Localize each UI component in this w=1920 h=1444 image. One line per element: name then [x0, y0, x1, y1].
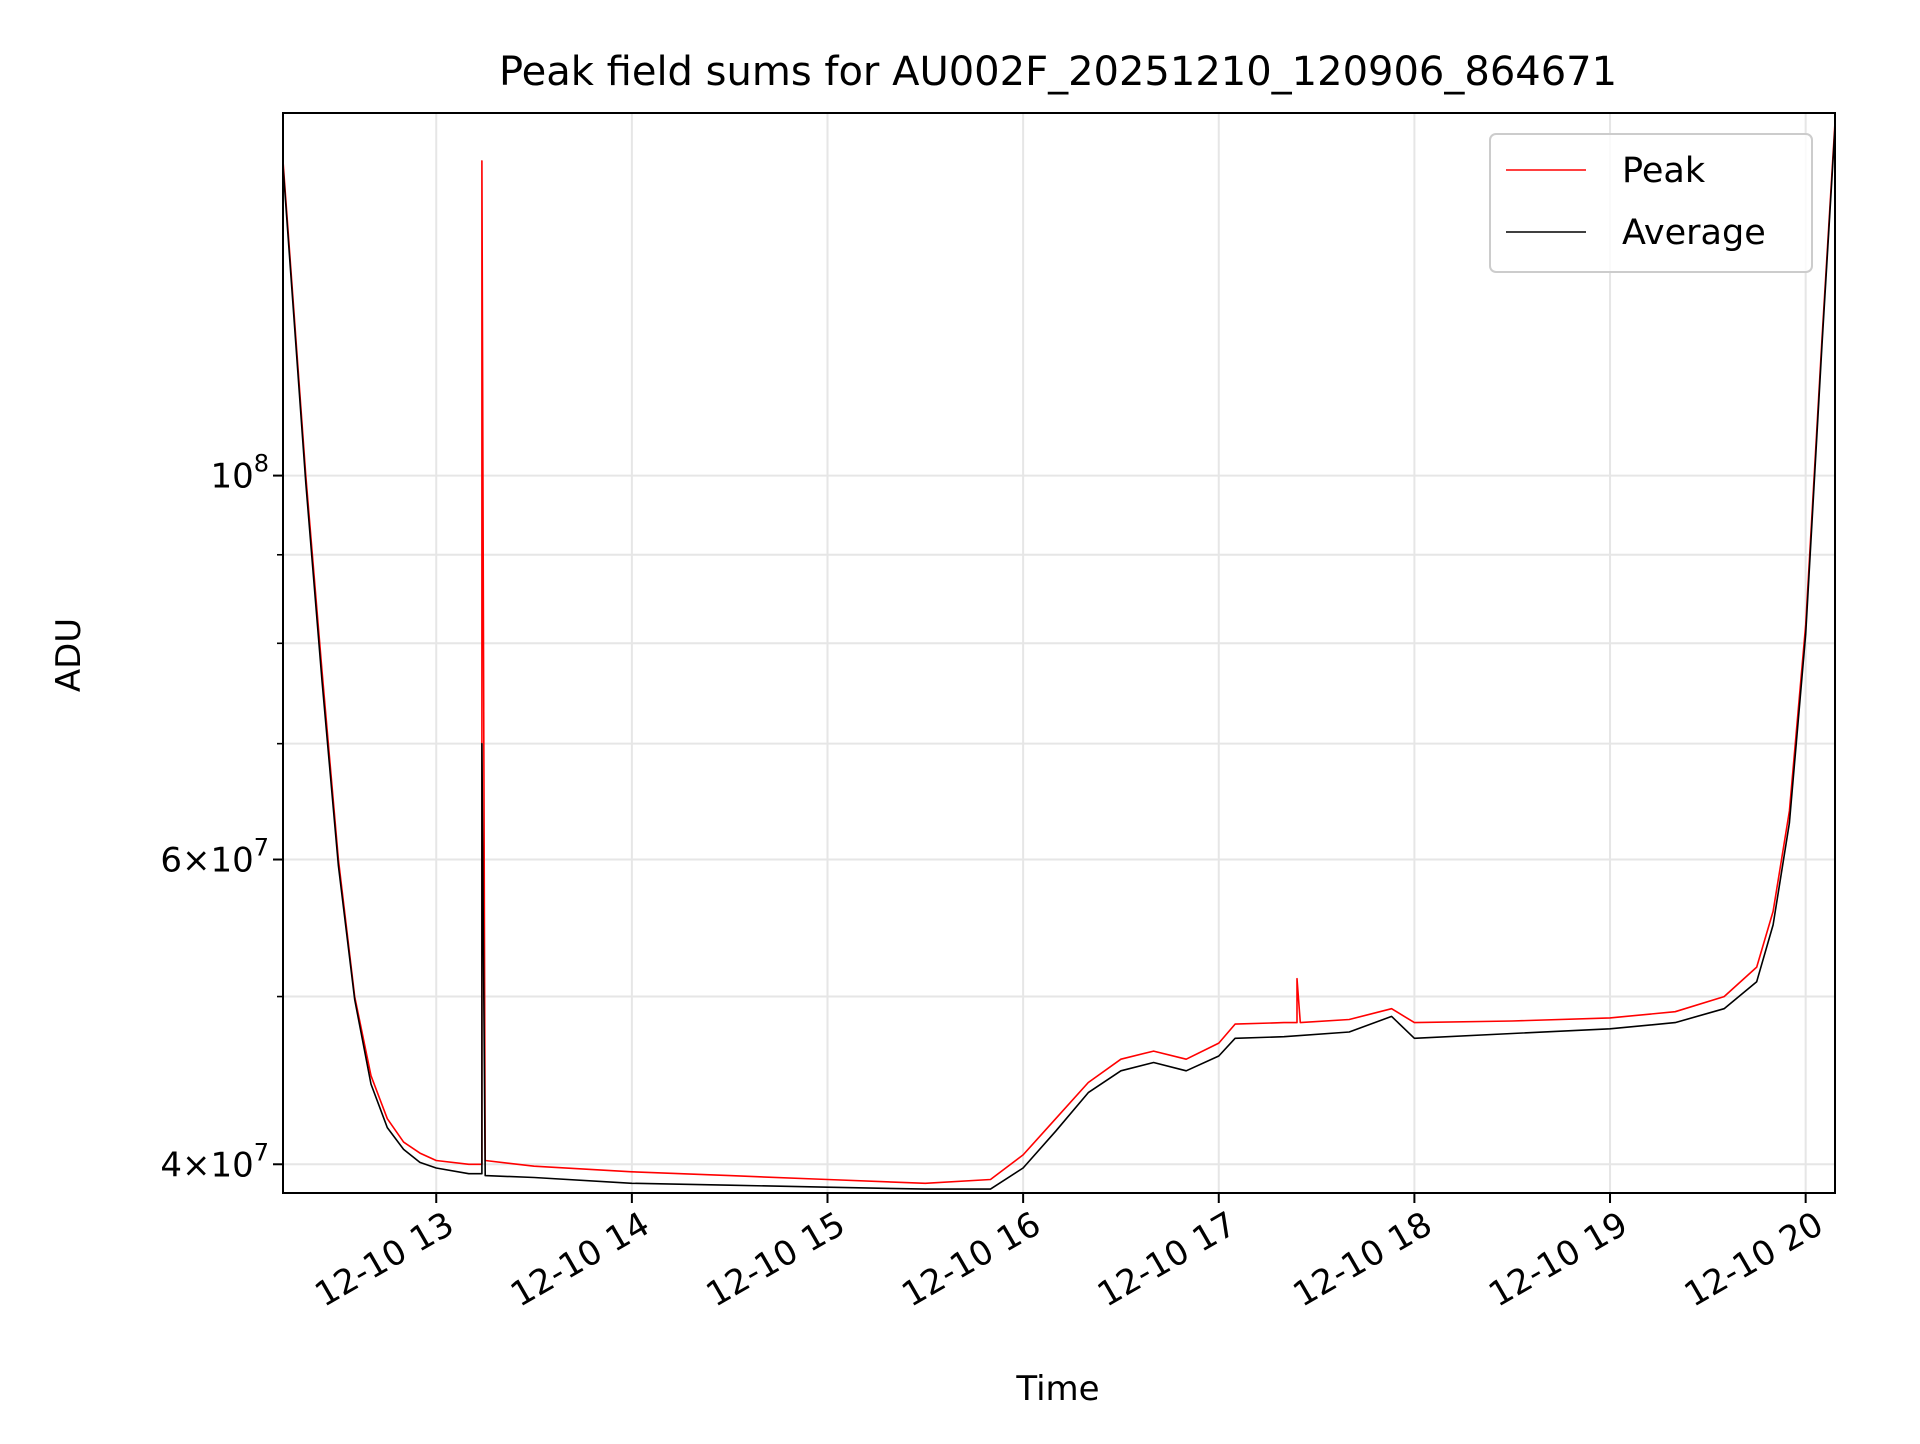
x-tick-label: 12-10 14 [504, 1204, 656, 1315]
x-tick-label: 12-10 19 [1482, 1204, 1634, 1315]
x-tick-label: 12-10 17 [1091, 1204, 1243, 1315]
y-tick-label: 6×107 [160, 834, 269, 881]
x-tick-label: 12-10 18 [1287, 1204, 1439, 1315]
x-axis-label: Time [1015, 1369, 1099, 1409]
legend: Peak Average [1489, 133, 1813, 273]
chart-title: Peak field sums for AU002F_20251210_1209… [499, 49, 1617, 95]
y-axis-ticks: 4×107 6×107 108 [160, 450, 283, 1185]
x-tick-label: 12-10 20 [1678, 1204, 1830, 1315]
series-line-average [282, 126, 1836, 1190]
x-axis-ticks: 12-10 13 12-10 14 12-10 15 12-10 16 12-10 17… [308, 1193, 1830, 1315]
grid [283, 113, 1835, 1193]
legend-label-average: Average [1622, 213, 1766, 253]
y-axis-label: ADU [49, 618, 89, 692]
series-line-peak [282, 122, 1836, 1185]
y-tick-label: 4×107 [160, 1138, 269, 1185]
x-tick-label: 12-10 16 [895, 1204, 1047, 1315]
plot-lines [282, 122, 1836, 1190]
x-tick-label: 12-10 15 [700, 1204, 852, 1315]
legend-box [1489, 133, 1813, 273]
plot-frame [282, 112, 1836, 1194]
y-tick-label: 108 [210, 450, 269, 497]
legend-label-peak: Peak [1622, 151, 1706, 191]
x-tick-label: 12-10 13 [308, 1204, 460, 1315]
